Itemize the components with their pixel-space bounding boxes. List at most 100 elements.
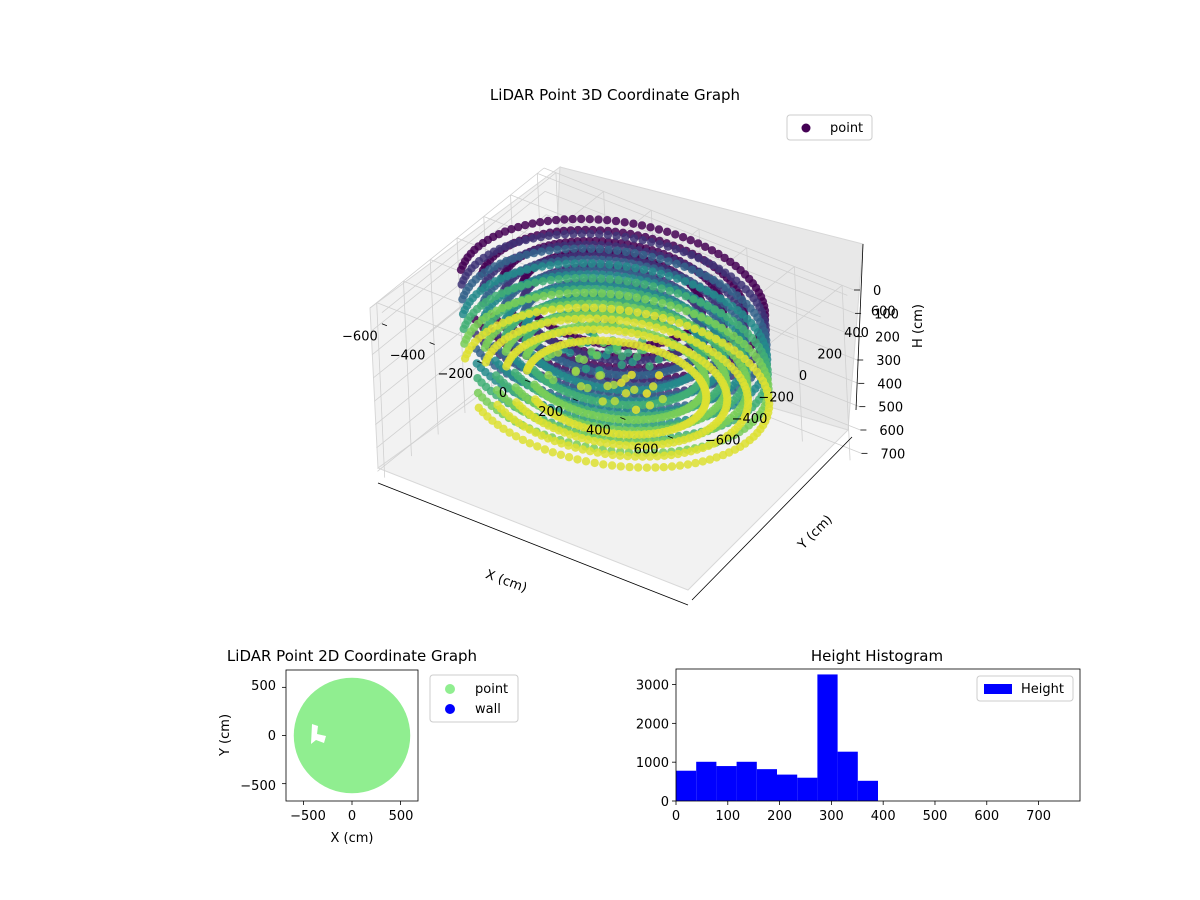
lidar-point: [693, 239, 703, 248]
lidar-point: [588, 274, 597, 283]
legend-3d: point: [786, 114, 873, 141]
lidar-point: [656, 269, 666, 278]
lidar-point: [657, 284, 666, 293]
point-area: [293, 677, 411, 794]
lidar-point: [539, 291, 548, 301]
lidar-point: [553, 245, 562, 254]
lidar-point: [671, 230, 680, 239]
lidar-point: [550, 436, 559, 446]
lidar-point: [493, 400, 502, 410]
lidar-point: [501, 242, 510, 251]
lidar-point: [585, 314, 594, 323]
lidar-point: [708, 260, 717, 270]
lidar-point: [504, 316, 514, 325]
lidar-point: [563, 289, 572, 298]
z-axis-label: H (cm): [911, 304, 926, 348]
lidar-point: [630, 385, 639, 394]
lidar-point: [709, 275, 718, 285]
lidar-point: [654, 355, 664, 364]
legend-label-wall: wall: [475, 702, 501, 717]
lidar-point: [680, 262, 689, 271]
lidar-point: [666, 327, 675, 337]
lidar-point: [551, 215, 561, 225]
x-tick-label: 700: [1026, 809, 1051, 824]
x-tick-label: 500: [923, 809, 948, 824]
x-tick-label: 0: [672, 809, 680, 824]
lidar-point: [516, 282, 526, 291]
lidar-point: [600, 314, 609, 324]
lidar-point: [606, 289, 615, 299]
lidar-point: [723, 327, 733, 336]
lidar-point: [548, 448, 557, 457]
lidar-point: [687, 250, 696, 260]
lidar-point: [540, 306, 549, 316]
lidar-point: [609, 380, 618, 390]
lidar-point: [688, 280, 697, 289]
lidar-point: [589, 303, 599, 312]
lidar-point: [653, 452, 662, 461]
lidar-point: [511, 432, 521, 441]
lidar-point: [517, 296, 526, 306]
lidar-point: [640, 441, 649, 450]
lidar-point: [598, 397, 607, 406]
lidar-point: [528, 219, 537, 228]
lidar-point: [623, 277, 632, 286]
lidar-point: [714, 249, 723, 259]
lidar-point: [641, 295, 650, 304]
lidar-point: [505, 428, 514, 437]
lidar-point: [552, 230, 561, 240]
lidar-point: [525, 439, 535, 448]
lidar-point: [537, 319, 546, 329]
histogram-bar: [676, 770, 697, 801]
y-tick-label: −500: [240, 779, 276, 794]
lidar-point: [723, 312, 732, 322]
lidar-point: [592, 314, 602, 323]
lidar-point: [612, 231, 621, 241]
lidar-point: [504, 301, 513, 310]
lidar-point: [538, 262, 547, 271]
lidar-point: [640, 280, 649, 289]
lidar-point: [629, 234, 639, 243]
legend-2d: point wall: [429, 674, 519, 723]
histogram-bar: [736, 761, 757, 801]
y-tick-label: 200: [817, 348, 842, 363]
lidar-point: [622, 317, 632, 326]
lidar-point: [720, 253, 729, 263]
lidar-point: [509, 284, 519, 293]
lidar-point: [711, 334, 721, 344]
lidar-point: [521, 235, 531, 245]
lidar-point: [704, 316, 713, 325]
lidar-point: [543, 318, 552, 327]
lidar-point: [665, 272, 674, 281]
lidar-point: [667, 316, 676, 325]
y-tick-label: −200: [758, 391, 794, 406]
lidar-point: [617, 352, 627, 361]
lidar-point: [602, 325, 611, 335]
lidar-point: [537, 247, 546, 256]
lidar-point: [611, 216, 621, 226]
x-tick-label: 100: [715, 809, 740, 824]
lidar-point: [639, 250, 648, 260]
y-tick-label: 600: [871, 304, 896, 319]
lidar-point: [508, 254, 517, 263]
legend-label-point: point: [475, 682, 508, 697]
lidar-point: [724, 342, 733, 351]
lidar-point: [502, 271, 512, 281]
lidar-point: [654, 225, 664, 234]
lidar-point: [645, 362, 654, 371]
x-tick-label: 0: [348, 809, 356, 824]
lidar-point: [571, 288, 581, 298]
lidar-point: [629, 219, 638, 228]
lidar-point: [715, 279, 724, 288]
lidar-point: [570, 314, 580, 324]
lidar-point: [712, 453, 721, 462]
lidar-point: [585, 215, 594, 224]
lidar-point: [603, 381, 612, 391]
lidar-point: [647, 252, 657, 262]
lidar-point: [649, 382, 658, 391]
lidar-point: [674, 304, 683, 313]
lidar-point: [589, 325, 598, 334]
lidar-point: [664, 257, 673, 266]
lidar-point: [608, 326, 617, 335]
